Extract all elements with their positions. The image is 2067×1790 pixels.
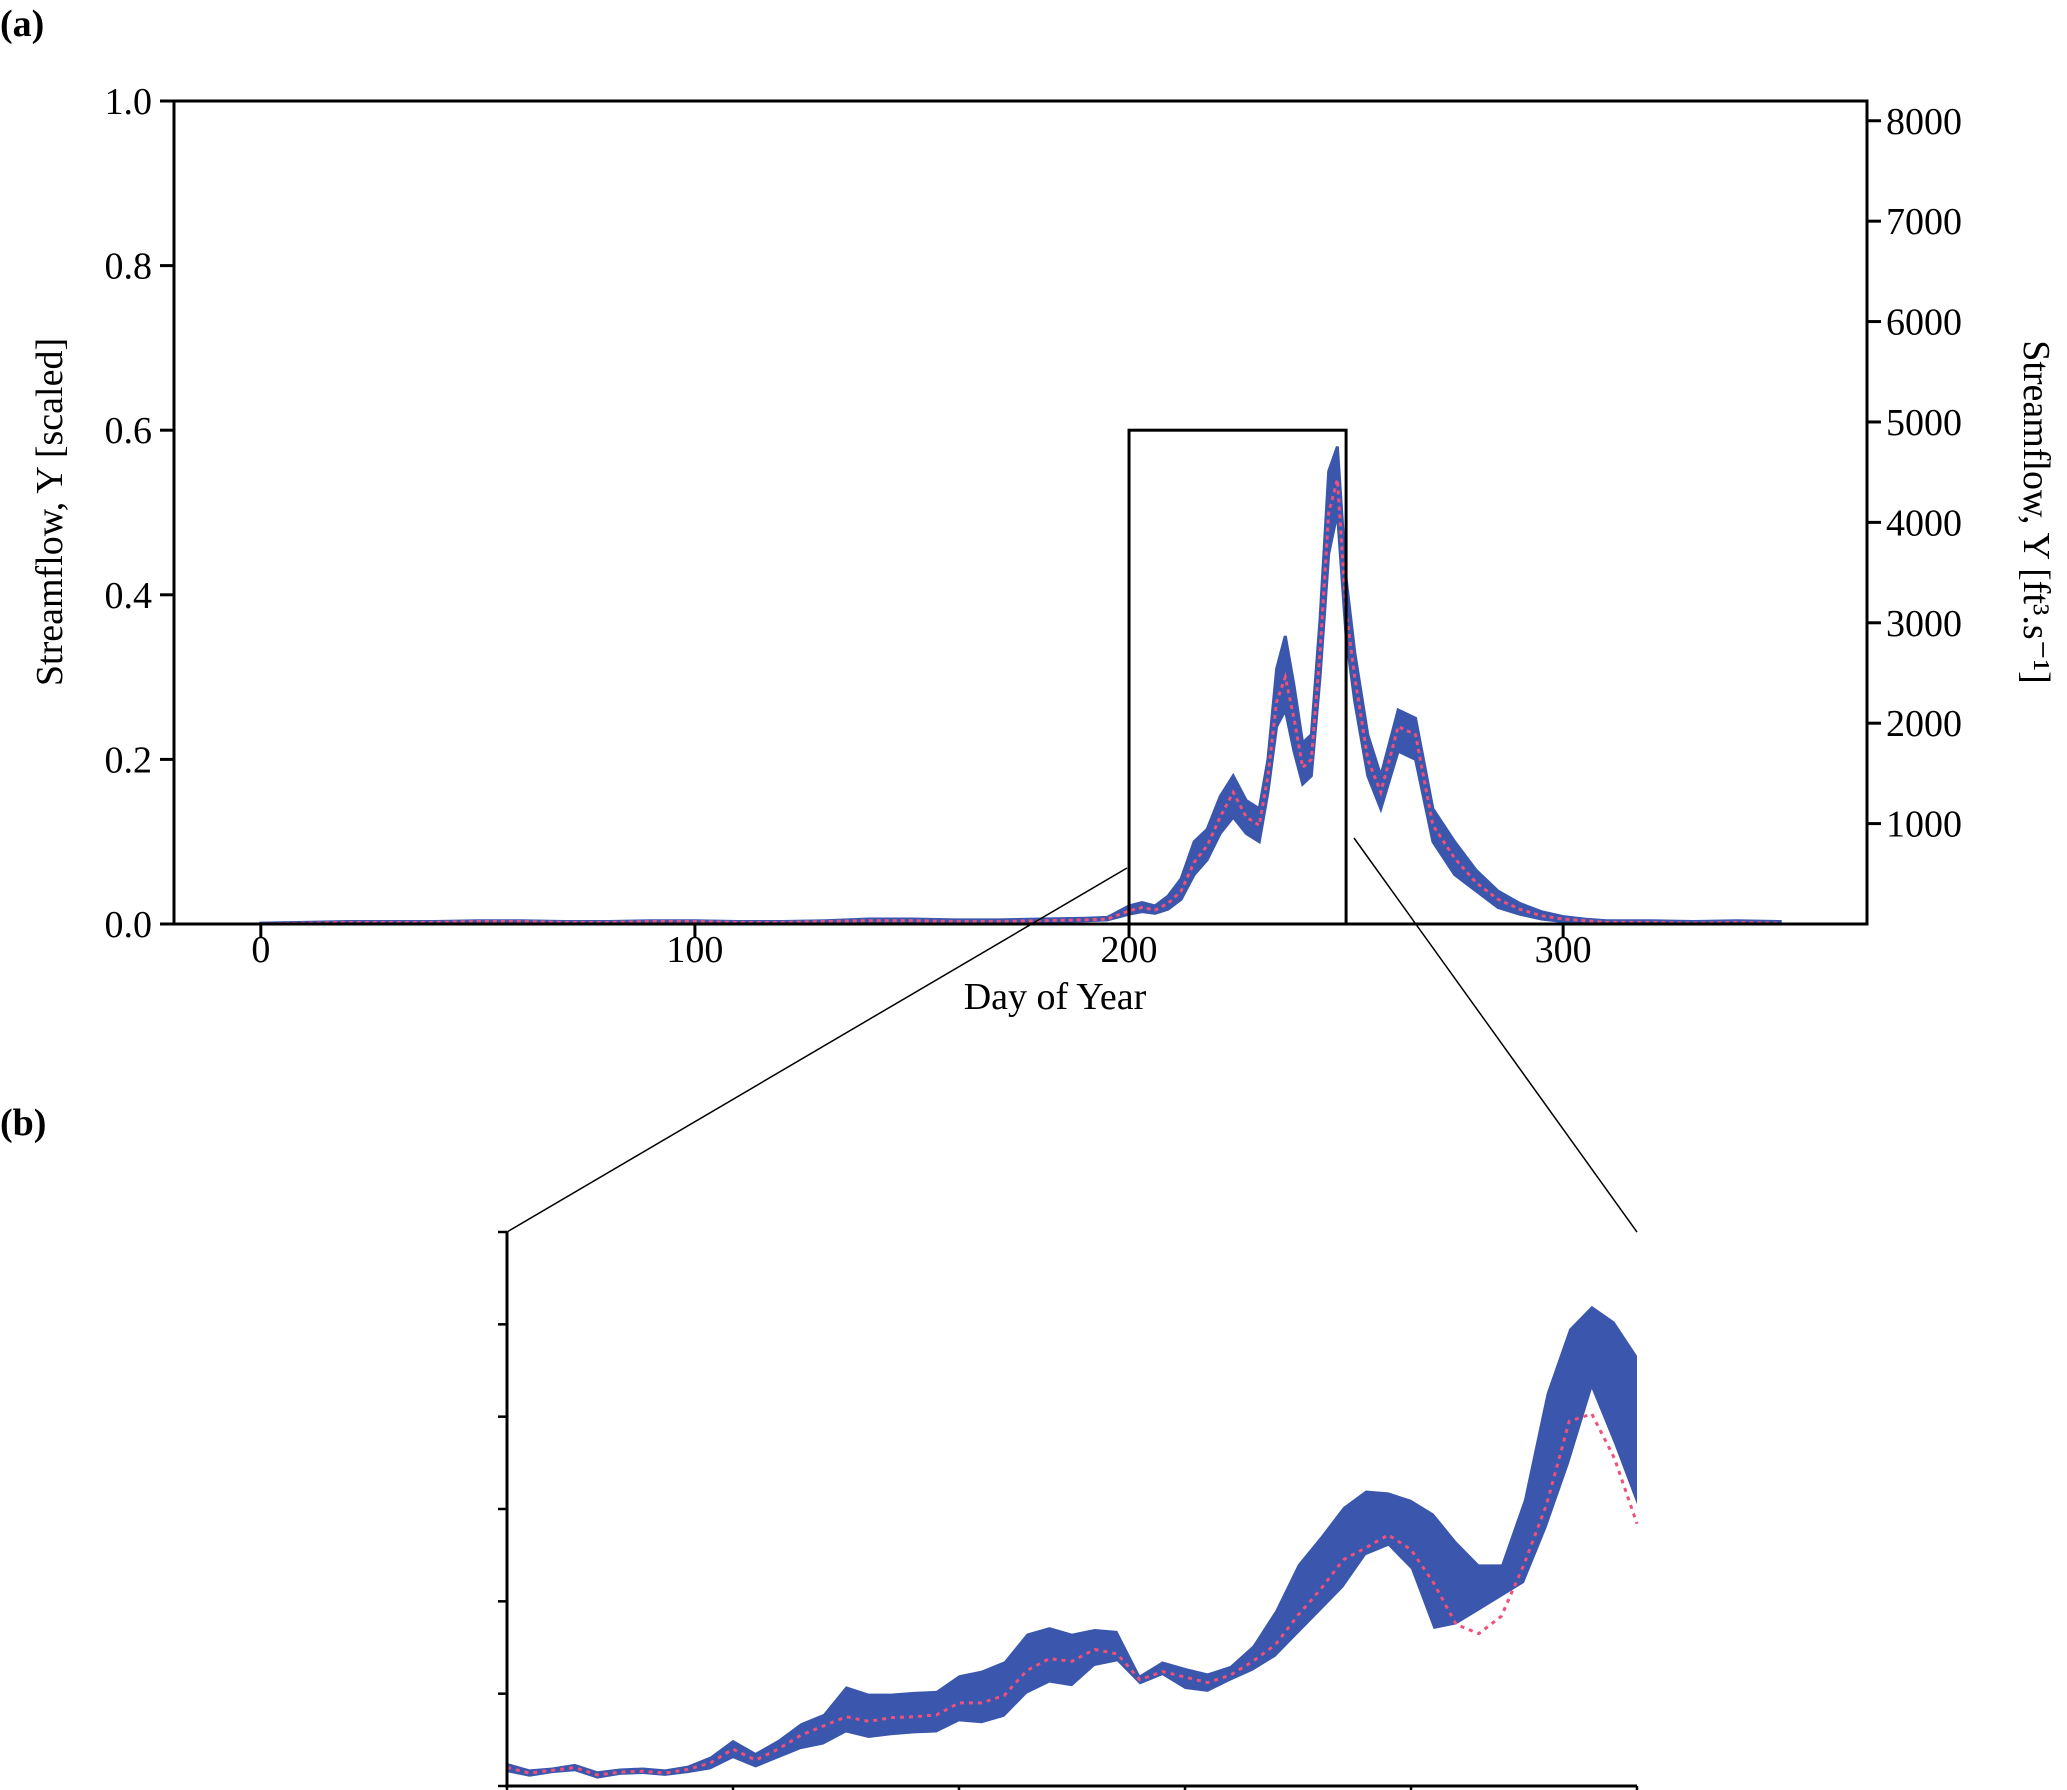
panel-a-x-axis: 0 100 200 300 [251,924,1592,971]
right-y-axis-title-text: Streamflow, Y [ft³.s⁻¹] [2015,340,2057,684]
panel-b-ticks [498,1230,1639,1790]
uncertainty-band [259,446,1782,926]
zoom-connector-left [506,867,1128,1233]
panel-a-left-y-axis: 0.0 0.2 0.4 0.6 0.8 1.0 [105,81,174,946]
right-y-tick-label: 5000 [1886,402,1962,444]
panel-b-marks [506,1305,1639,1779]
left-y-tick-label: 1.0 [105,81,153,123]
right-y-tick-label: 4000 [1886,502,1962,544]
panel-a-plot-frame [172,99,1869,926]
panel-label-b: (b) [0,1102,46,1144]
x-tick-label: 300 [1535,929,1592,971]
panel-b-chart [498,1230,1639,1790]
right-y-tick-label: 8000 [1886,101,1962,143]
right-y-tick-label: 3000 [1886,603,1962,645]
median-line-zoomed [506,1412,1639,1777]
zoom-box [1127,428,1348,926]
median-line [260,479,1781,926]
x-tick-label: 200 [1101,929,1158,971]
x-tick-label: 0 [251,929,270,971]
panel-a-right-y-axis: 1000 2000 3000 4000 5000 6000 7000 8000 [1867,101,1962,846]
right-y-tick-label: 1000 [1886,804,1962,846]
panel-label-a: (a) [0,3,44,45]
left-y-tick-label: 0.4 [105,575,153,617]
left-y-tick-label: 0.2 [105,739,153,781]
x-axis-title: Day of Year [964,976,1147,1018]
uncertainty-band-zoomed [507,1305,1637,1779]
zoom-connector-right [1353,837,1638,1233]
left-y-tick-label: 0.0 [105,904,153,946]
left-y-tick-label: 0.8 [105,246,153,288]
panel-a-chart: 0 100 200 300 0.0 0.2 0.4 0.6 0.8 1.0 1000 2000 30… [29,81,2057,1018]
panel-a-marks [259,446,1782,926]
right-y-tick-label: 2000 [1886,703,1962,745]
right-y-axis-title: Streamflow, Y [ft³.s⁻¹] [2015,340,2057,684]
left-y-tick-label: 0.6 [105,410,153,452]
x-tick-label: 100 [666,929,723,971]
left-y-axis-title: Streamflow, Y [scaled] [29,338,71,686]
right-y-tick-label: 7000 [1886,201,1962,243]
right-y-tick-label: 6000 [1886,302,1962,344]
